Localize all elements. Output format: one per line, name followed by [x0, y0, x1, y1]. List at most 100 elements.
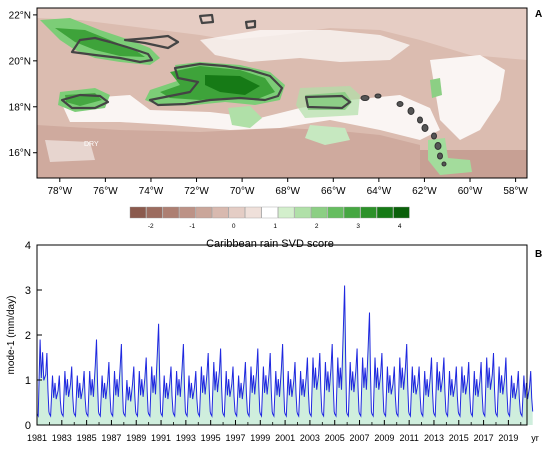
colorbar-tick-label: 4: [398, 223, 402, 230]
colorbar-tick-label: 3: [356, 223, 360, 230]
x-axis-label: yr: [531, 433, 539, 443]
x-tick-label: 1985: [77, 433, 97, 443]
coast-bahamas-2: [244, 19, 257, 30]
coast-jamaica: [60, 93, 110, 110]
colorbar-tick-label: 1: [273, 223, 277, 230]
colorbar: -2 -1 0 1 2 3 4 Caribbean rain SVD score: [129, 206, 410, 250]
x-tick-label: 1995: [201, 433, 221, 443]
island-st-lucia: [437, 152, 443, 160]
wet-cuba-core: [55, 28, 145, 57]
colorbar-tick-label: -2: [148, 223, 154, 230]
chart-axes: 0 1 2 3 4 1981 1983 1985 1987 1989 1991 1993 1995 199…: [25, 240, 539, 443]
island-guadeloupe: [421, 124, 429, 132]
x-tick-label: 2001: [275, 433, 295, 443]
map-axes: 78°W 76°W 74°W 72°W 70°W 68°W 66°W 64°W 62°W 60°W…: [9, 10, 529, 197]
island-anguilla: [396, 101, 404, 107]
colorbar-swatch: [278, 206, 295, 219]
island-dominica: [431, 132, 437, 140]
colorbar-swatch: [162, 206, 180, 219]
lon-tick-label: 60°W: [458, 186, 483, 197]
island-st-vincent: [441, 161, 447, 167]
colorbar-tick-label: 2: [315, 223, 319, 230]
panel-b-label: B: [535, 249, 542, 260]
colorbar-swatch: [261, 206, 278, 219]
x-tick-label: 1989: [126, 433, 146, 443]
panel-a-label: A: [535, 9, 542, 20]
colorbar-swatch: [360, 206, 377, 219]
colorbar-swatch: [146, 206, 163, 219]
lat-tick-label: 20°N: [9, 56, 31, 67]
lon-tick-label: 74°W: [139, 186, 164, 197]
map-field: DRY: [37, 8, 527, 178]
colorbar-swatch: [310, 206, 328, 219]
lon-tick-label: 70°W: [230, 186, 255, 197]
neutral-band-north: [200, 30, 410, 62]
x-tick-label: 1991: [151, 433, 171, 443]
y-tick-label: 3: [25, 285, 31, 297]
colorbar-tick-label: 0: [232, 223, 236, 230]
colorbar-swatch: [343, 206, 361, 219]
coast-cuba-north: [123, 34, 180, 50]
wet-south-patch: [228, 106, 262, 128]
colorbar-swatch: [245, 206, 262, 219]
colorbar-swatch: [228, 206, 245, 219]
colorbar-swatch: [129, 206, 147, 219]
map-frame: [36, 7, 528, 179]
neutral-patch-sw: [45, 140, 95, 162]
island-virgin: [360, 95, 370, 101]
wet-leeward: [430, 78, 442, 98]
x-tick-label: 2007: [350, 433, 370, 443]
colorbar-swatch: [327, 206, 344, 219]
x-tick-label: 1981: [27, 433, 47, 443]
colorbar-swatch: [212, 206, 229, 219]
x-tick-label: 2013: [424, 433, 444, 443]
dry-annotation: DRY: [84, 141, 99, 148]
lat-tick-label: 18°N: [9, 102, 31, 113]
x-tick-label: 2011: [399, 433, 418, 443]
lon-tick-label: 68°W: [275, 186, 300, 197]
y-tick-label: 4: [25, 240, 31, 252]
island-martinique: [434, 142, 442, 150]
island-antigua: [407, 107, 415, 115]
x-tick-label: 1993: [176, 433, 196, 443]
colorbar-swatch: [376, 206, 394, 219]
y-tick-label: 2: [25, 330, 31, 342]
series-line: [36, 285, 534, 418]
coast-bahamas-1: [198, 13, 215, 25]
y-tick-label: 1: [25, 375, 31, 387]
lon-tick-label: 64°W: [367, 186, 392, 197]
lon-tick-label: 62°W: [412, 186, 437, 197]
colorbar-swatch: [294, 206, 311, 219]
colorbar-title: Caribbean rain SVD score: [206, 238, 334, 250]
lon-tick-label: 76°W: [93, 186, 118, 197]
series-area-fill: [37, 285, 533, 425]
neutral-band-east: [430, 55, 505, 140]
x-tick-label: 1983: [52, 433, 72, 443]
coastlines: [60, 13, 352, 110]
wet-hispaniola-peak: [205, 75, 260, 95]
colorbar-swatches: [129, 206, 410, 219]
lesser-antilles: [360, 93, 447, 167]
colorbar-swatch: [195, 206, 212, 219]
x-tick-label: 2015: [449, 433, 469, 443]
colorbar-tick-labels: -2 -1 0 1 2 3 4: [148, 223, 402, 230]
wet-puerto-rico-halo: [296, 86, 360, 118]
coast-puerto-rico: [304, 94, 352, 110]
colorbar-swatch: [179, 206, 196, 219]
colorbar-tick-label: -1: [189, 223, 195, 230]
lon-tick-label: 58°W: [503, 186, 528, 197]
panel-a-map: DRY 78°W 76°W 74°W 72°W 70°W 68°W 66°W 64°W 62°W…: [9, 7, 542, 197]
lon-tick-label: 66°W: [321, 186, 346, 197]
wet-caribbean-patch: [305, 125, 350, 145]
panel-b-chart: 0 1 2 3 4 1981 1983 1985 1987 1989 1991 1993 1995 199…: [6, 240, 542, 443]
y-tick-label: 0: [25, 420, 31, 432]
lon-tick-label: 78°W: [48, 186, 73, 197]
x-tick-label: 1997: [225, 433, 245, 443]
coast-cuba-east: [70, 36, 154, 64]
lat-tick-label: 22°N: [9, 10, 31, 21]
x-tick-label: 1987: [101, 433, 121, 443]
x-tick-label: 2009: [374, 433, 394, 443]
y-axis-label: mode-1 (mm/day): [6, 296, 17, 375]
lon-tick-label: 72°W: [184, 186, 209, 197]
